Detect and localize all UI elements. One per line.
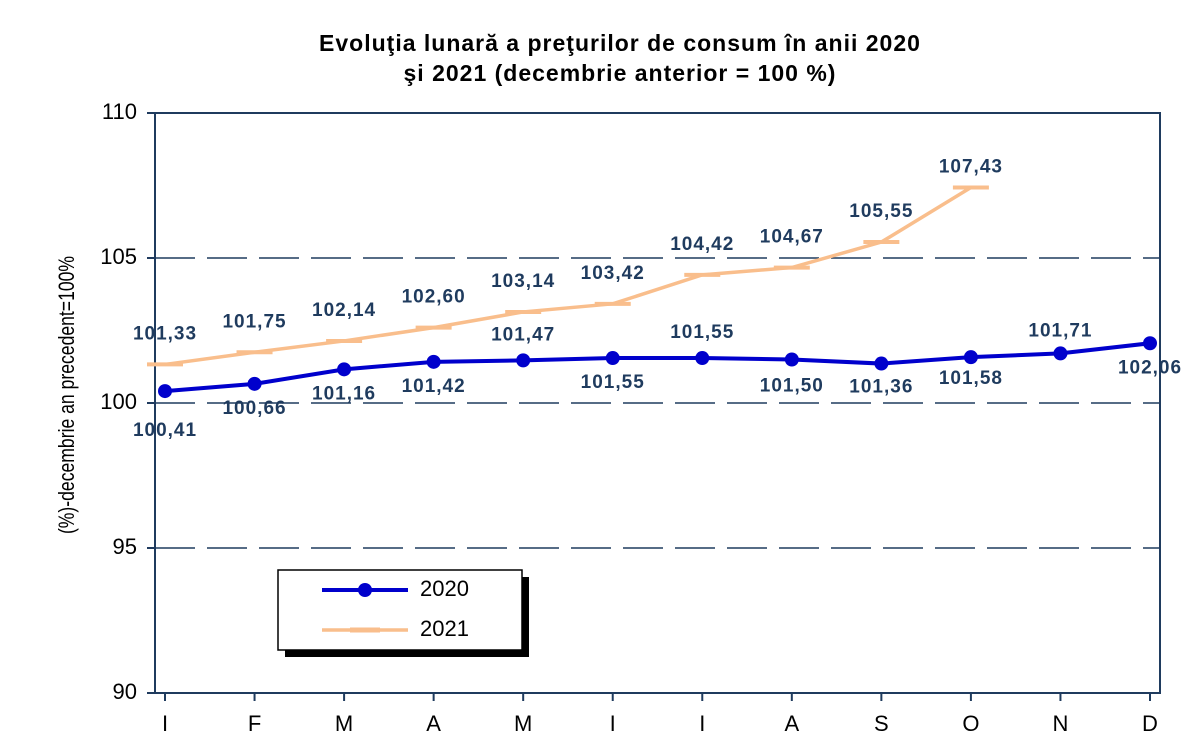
x-tick-label: O <box>962 711 979 736</box>
chart-title: Evoluţia lunară a preţurilor de consum î… <box>319 30 921 56</box>
legend-label: 2021 <box>420 616 469 641</box>
x-tick-label: A <box>784 711 799 736</box>
y-tick-label: 95 <box>113 534 137 559</box>
value-label: 101,16 <box>312 383 376 404</box>
legend <box>277 569 529 657</box>
point <box>784 352 799 367</box>
series-line <box>164 186 972 367</box>
value-label: 103,14 <box>491 271 555 292</box>
chart-title: şi 2021 (decembrie anterior = 100 %) <box>404 60 837 86</box>
value-label: 101,71 <box>1028 320 1092 341</box>
point <box>963 350 978 365</box>
value-label: 101,47 <box>491 324 555 345</box>
point <box>516 353 531 368</box>
x-tick-label: A <box>426 711 441 736</box>
value-label: 107,43 <box>939 157 1003 178</box>
point <box>1143 336 1157 351</box>
x-tick-label: D <box>1142 711 1158 736</box>
y-axis-label: (%)-decembrie an precedent=100% <box>55 256 79 534</box>
x-tick-label: N <box>1053 711 1069 736</box>
point <box>605 351 620 366</box>
value-label: 104,67 <box>760 227 824 248</box>
value-label: 103,42 <box>581 263 645 284</box>
legend-marker <box>358 583 372 597</box>
legend-label: 2020 <box>420 576 469 601</box>
point <box>158 384 172 399</box>
point <box>874 356 889 371</box>
value-label: 101,50 <box>760 376 824 397</box>
value-label: 101,55 <box>581 372 645 393</box>
x-tick-label: I <box>162 711 168 736</box>
value-label: 101,58 <box>939 368 1003 389</box>
x-tick-label: M <box>335 711 353 736</box>
y-tick-label: 100 <box>100 389 137 414</box>
point <box>695 351 710 366</box>
series-line <box>164 341 1151 394</box>
x-tick-label: I <box>610 711 616 736</box>
x-tick-label: I <box>699 711 705 736</box>
value-label: 102,14 <box>312 300 376 321</box>
value-label: 101,33 <box>133 323 197 344</box>
x-tick-label: F <box>248 711 261 736</box>
y-tick-label: 110 <box>102 99 137 124</box>
value-label: 101,75 <box>222 311 286 332</box>
point <box>247 376 262 391</box>
point <box>1053 346 1068 361</box>
value-label: 101,55 <box>670 322 734 343</box>
value-label: 105,55 <box>849 201 913 222</box>
x-tick-label: M <box>514 711 532 736</box>
y-tick-label: 105 <box>100 244 137 269</box>
value-label: 101,42 <box>402 376 466 397</box>
value-label: 102,60 <box>402 287 466 308</box>
y-tick-label: 90 <box>113 679 137 704</box>
value-label: 100,41 <box>133 420 197 441</box>
value-label: 100,66 <box>222 398 286 419</box>
value-label: 102,06 <box>1118 357 1182 378</box>
x-tick-label: S <box>874 711 889 736</box>
legend-box <box>277 569 523 651</box>
value-label: 101,36 <box>849 377 913 398</box>
point <box>426 354 441 369</box>
value-label: 104,42 <box>670 234 734 255</box>
point <box>337 362 352 377</box>
